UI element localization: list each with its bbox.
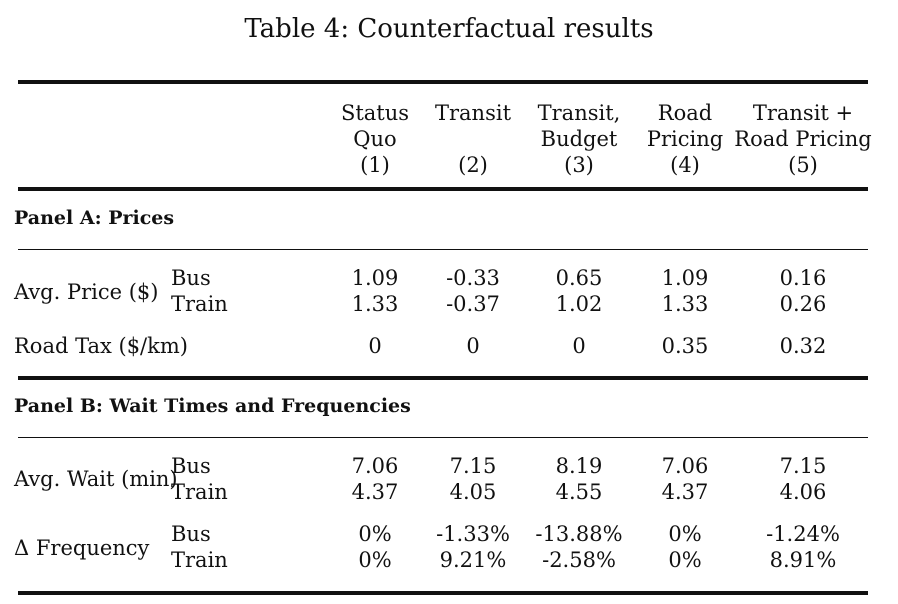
frequency-label: Δ Frequency bbox=[14, 536, 150, 560]
frequency-train-2: 9.21% bbox=[439, 548, 507, 572]
frequency-train-4: 0% bbox=[668, 548, 702, 572]
panel-a-rule bbox=[18, 249, 868, 250]
avg-wait-train-5: 4.06 bbox=[779, 480, 827, 504]
avg-wait-bus-5: 7.15 bbox=[779, 454, 827, 478]
avg-price-bus-5: 0.16 bbox=[779, 266, 827, 290]
frequency-bus-1: 0% bbox=[358, 522, 392, 546]
frequency-bus-label: Bus bbox=[171, 522, 211, 546]
column-header-3: Transit, Budget (3) bbox=[537, 101, 621, 177]
avg-wait-train-4: 4.37 bbox=[661, 480, 709, 504]
avg-price-bus-1: 1.09 bbox=[351, 266, 399, 290]
avg-price-train-3: 1.02 bbox=[555, 292, 603, 316]
avg-price-bus-4: 1.09 bbox=[661, 266, 709, 290]
avg-price-bus-2: -0.33 bbox=[446, 266, 500, 290]
avg-wait-bus-1: 7.06 bbox=[351, 454, 399, 478]
avg-wait-train-3: 4.55 bbox=[555, 480, 603, 504]
avg-wait-bus-3: 8.19 bbox=[555, 454, 603, 478]
frequency-train-3: -2.58% bbox=[542, 548, 616, 572]
avg-price-train-2: -0.37 bbox=[446, 292, 500, 316]
avg-price-bus-3: 0.65 bbox=[555, 266, 603, 290]
frequency-bus-2: -1.33% bbox=[436, 522, 510, 546]
column-header-1: Status Quo (1) bbox=[340, 101, 410, 177]
avg-price-bus-label: Bus bbox=[171, 266, 211, 290]
road-tax-label: Road Tax ($/km) bbox=[14, 334, 188, 358]
table-title: Table 4: Counterfactual results bbox=[244, 14, 654, 44]
road-tax-5: 0.32 bbox=[779, 334, 827, 358]
avg-wait-bus-4: 7.06 bbox=[661, 454, 709, 478]
frequency-train-label: Train bbox=[171, 548, 228, 572]
road-tax-1: 0 bbox=[368, 334, 382, 358]
frequency-bus-3: -13.88% bbox=[535, 522, 623, 546]
avg-wait-label: Avg. Wait (min) bbox=[14, 467, 178, 491]
avg-wait-train-label: Train bbox=[171, 480, 228, 504]
column-header-5: Transit + Road Pricing (5) bbox=[734, 101, 872, 177]
panel-b-rule bbox=[18, 437, 868, 438]
panel-a-label: Panel A: Prices bbox=[14, 207, 175, 229]
avg-price-train-label: Train bbox=[171, 292, 228, 316]
frequency-train-1: 0% bbox=[358, 548, 392, 572]
avg-price-train-5: 0.26 bbox=[779, 292, 827, 316]
frequency-bus-4: 0% bbox=[668, 522, 702, 546]
avg-wait-train-2: 4.05 bbox=[449, 480, 497, 504]
road-tax-2: 0 bbox=[466, 334, 480, 358]
avg-price-train-4: 1.33 bbox=[661, 292, 709, 316]
road-tax-4: 0.35 bbox=[661, 334, 709, 358]
frequency-train-5: 8.91% bbox=[769, 548, 837, 572]
column-header-4: Road Pricing (4) bbox=[646, 101, 724, 177]
top-rule bbox=[18, 80, 868, 84]
road-tax-3: 0 bbox=[572, 334, 586, 358]
avg-wait-bus-2: 7.15 bbox=[449, 454, 497, 478]
avg-wait-train-1: 4.37 bbox=[351, 480, 399, 504]
bottom-rule bbox=[18, 591, 868, 595]
panel-b-label: Panel B: Wait Times and Frequencies bbox=[14, 395, 411, 417]
panel-b-top-rule bbox=[18, 376, 868, 380]
avg-wait-bus-label: Bus bbox=[171, 454, 211, 478]
column-header-2: Transit (2) bbox=[434, 101, 512, 177]
frequency-bus-5: -1.24% bbox=[766, 522, 840, 546]
header-rule bbox=[18, 187, 868, 191]
avg-price-train-1: 1.33 bbox=[351, 292, 399, 316]
avg-price-label: Avg. Price ($) bbox=[14, 280, 159, 304]
